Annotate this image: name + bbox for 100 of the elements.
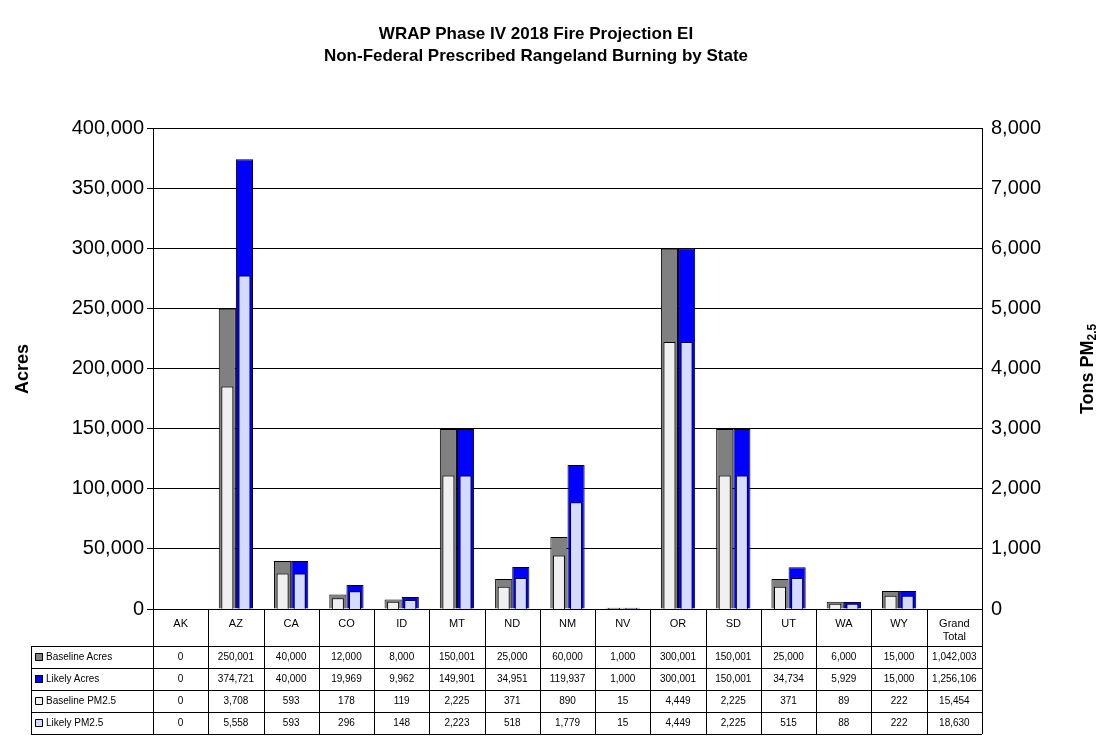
text: 18,630	[939, 716, 970, 728]
data-label: 15,000	[883, 672, 915, 684]
x-tick-label: NV	[615, 616, 632, 629]
data-label: 15,000	[883, 650, 915, 662]
data-label: 5,558	[223, 716, 249, 728]
data-label: 0	[177, 716, 184, 728]
data-label: 15	[617, 716, 629, 728]
data-label: 0	[177, 672, 184, 684]
text: 15,454	[939, 694, 970, 706]
legend-label: Likely Acres	[46, 672, 100, 684]
data-label: 149,901	[438, 672, 476, 684]
data-label: 371	[780, 694, 798, 706]
data-label: 250,001	[217, 650, 255, 662]
data-label: 222	[890, 694, 908, 706]
data-label: 1,000	[610, 650, 636, 662]
data-label: 593	[282, 694, 300, 706]
data-label: 25,000	[773, 650, 805, 662]
y2-tick-label: 2,000	[991, 476, 1042, 499]
data-label: 34,734	[773, 672, 805, 684]
x-tick-label: WY	[890, 616, 909, 629]
data-label: 518	[503, 716, 522, 728]
data-label: 593	[282, 716, 300, 728]
y-axis-title: Acres	[11, 343, 32, 394]
data-label: 119	[393, 694, 411, 706]
data-label: 0	[177, 694, 184, 706]
data-label: 2,225	[444, 694, 470, 706]
data-label: 296	[338, 716, 356, 728]
data-label: 40,000	[275, 650, 307, 662]
x-tick-label: AK	[173, 616, 189, 629]
data-label: 2,225	[720, 694, 747, 706]
data-label: 148	[393, 716, 411, 728]
x-tick-label: WA	[835, 616, 854, 629]
data-label: 1,000	[610, 672, 636, 684]
legend-label: Baseline PM2.5	[46, 694, 117, 706]
data-label: 5,929	[831, 672, 857, 684]
y2-axis-title: Tons PM2.5	[1076, 323, 1100, 415]
x-tick-label: SD	[725, 616, 741, 629]
x-tick-label: ID	[396, 616, 408, 629]
y-tick-label: 200,000	[71, 356, 144, 379]
x-tick-label: CA	[283, 616, 300, 629]
x-tick-label: Grand Total	[939, 616, 970, 642]
y-tick-label: 300,000	[71, 236, 144, 259]
data-label: 178	[338, 694, 356, 706]
data-label: 3,708	[223, 694, 249, 706]
data-label: 15	[617, 694, 629, 706]
y-tick-label: 250,000	[71, 296, 144, 319]
data-label: 2,223	[444, 716, 470, 728]
data-label: 2,225	[720, 716, 747, 728]
data-label: 300,001	[659, 672, 697, 684]
y-tick-label: 350,000	[71, 176, 144, 199]
data-label: 515	[780, 716, 798, 728]
legend-label: Baseline Acres	[46, 650, 113, 662]
data-label: 1,779	[554, 716, 581, 728]
data-label: 19,969	[331, 672, 363, 684]
data-label: 119,937	[549, 672, 586, 684]
y2-tick-label: 3,000	[991, 416, 1042, 439]
y2-tick-label: 5,000	[991, 296, 1042, 319]
data-label: 6,000	[831, 650, 857, 662]
x-tick-label: OR	[669, 616, 687, 629]
data-label: 8,000	[389, 650, 415, 662]
chart-title: WRAP Phase IV 2018 Fire Projection EI	[378, 23, 694, 43]
chart-subtitle: Non-Federal Prescribed Rangeland Burning by State	[323, 46, 749, 66]
legend-label: Likely PM2.5	[46, 716, 104, 728]
data-label: 9,962	[389, 672, 415, 684]
data-label: 4,449	[665, 716, 691, 728]
data-label: 60,000	[552, 650, 584, 662]
x-tick-label: AZ	[228, 616, 244, 629]
data-label: 89	[838, 694, 850, 706]
x-tick-label: CO	[338, 616, 356, 629]
data-label: 890	[559, 694, 577, 706]
data-label: 150,001	[715, 672, 752, 684]
text: 1,042,003	[932, 650, 977, 662]
data-label: 300,001	[659, 650, 697, 662]
x-tick-label: NM	[558, 616, 577, 629]
y-tick-label: 100,000	[71, 476, 144, 499]
y2-tick-label: 8,000	[991, 116, 1042, 139]
data-label: 4,449	[665, 694, 691, 706]
data-label: 374,721	[217, 672, 255, 684]
data-label: 150,001	[715, 650, 752, 662]
y2-tick-label: 4,000	[991, 356, 1042, 379]
data-label: 88	[838, 716, 850, 728]
data-label: 40,000	[275, 672, 307, 684]
x-tick-label: ND	[504, 616, 521, 629]
x-tick-label: UT	[781, 616, 797, 629]
x-tick-label: MT	[449, 616, 466, 629]
data-label: 12,000	[331, 650, 363, 662]
data-label: 222	[890, 716, 908, 728]
y2-tick-label: 7,000	[991, 176, 1042, 199]
y2-tick-label: 1,000	[991, 536, 1042, 559]
text: 1,256,106	[932, 672, 977, 684]
y2-tick-label: 0	[991, 596, 1003, 619]
data-label: 34,951	[496, 672, 528, 684]
y-tick-label: 400,000	[71, 116, 144, 139]
data-label: 0	[177, 650, 184, 662]
y-tick-label: 0	[132, 596, 144, 619]
y-tick-label: 50,000	[82, 536, 144, 559]
data-label: 371	[503, 694, 522, 706]
data-label: 25,000	[496, 650, 528, 662]
data-label: 150,001	[438, 650, 476, 662]
y2-tick-label: 6,000	[991, 236, 1042, 259]
